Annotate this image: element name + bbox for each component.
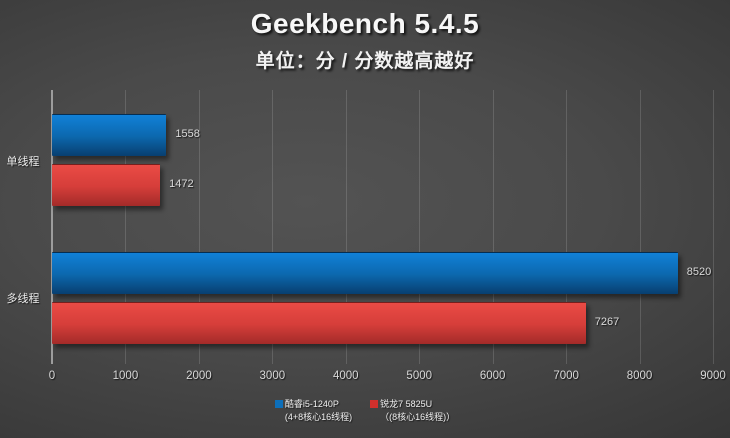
x-tick-label-2000: 2000 [186,370,212,382]
gridline-3000 [272,90,274,364]
gridline-7000 [566,90,568,364]
legend-item-0: 酷睿i5-1240P (4+8核心16线程) [274,398,352,423]
category-label-1: 多线程 [6,293,40,305]
gridline-2000 [198,90,200,364]
bar-value-label: 7267 [594,315,620,328]
legend-swatch-icon [370,400,379,408]
x-tick-label-5000: 5000 [406,370,433,382]
bar-value-label: 1472 [169,178,194,190]
x-tick-label-3000: 3000 [259,370,286,382]
bar-series0-group1 [52,251,678,294]
gridline-1000 [125,90,127,364]
legend-series-name: 酷睿i5-1240P [284,399,339,409]
legend: 酷睿i5-1240P (4+8核心16线程) 锐龙7 5825U （(8核心16线程)… [0,398,730,423]
gridline-9000 [713,90,714,364]
x-tick-label-4000: 4000 [332,370,359,382]
legend-swatch-icon [274,400,283,408]
bar-value-label: 1558 [175,128,200,140]
category-label-0: 单线程 [6,155,40,168]
legend-text: 锐龙7 5825U （(8核心16线程)） [380,398,455,423]
legend-series-detail: (4+8核心16线程) [284,411,353,422]
x-tick-label-7000: 7000 [553,370,579,382]
x-axis: 0 1000 2000 3000 4000 5000 6000 7000 8000 9000 [49,370,726,386]
legend-series-name: 锐龙7 5825U [380,399,433,409]
x-tick-label-8000: 8000 [626,370,653,382]
plot-area: 1558 8520 1472 7267 单线程多线程 [7,90,714,364]
chart-title: Geekbench 5.4.5 [250,8,480,39]
y-axis-line [51,90,53,364]
gridline-6000 [492,90,494,364]
bar-series1-group1 [52,301,586,344]
gridline-8000 [639,90,641,364]
bar-series0-group0 [52,114,167,156]
gridline-5000 [419,90,421,364]
legend-series-detail: （(8核心16线程)） [380,411,456,422]
x-tick-label-1000: 1000 [112,370,139,382]
chart-subtitle: 单位：分 / 分数越高越好 [255,51,475,72]
legend-text: 酷睿i5-1240P (4+8核心16线程) [285,398,352,423]
x-tick-label-0: 0 [48,370,56,382]
bar-series1-group0 [52,164,161,206]
legend-item-1: 锐龙7 5825U （(8核心16线程)） [370,398,455,423]
bar-value-label: 8520 [686,265,712,278]
gridline-4000 [345,90,347,364]
x-tick-label-6000: 6000 [479,370,506,382]
x-tick-label-9000: 9000 [700,370,726,382]
